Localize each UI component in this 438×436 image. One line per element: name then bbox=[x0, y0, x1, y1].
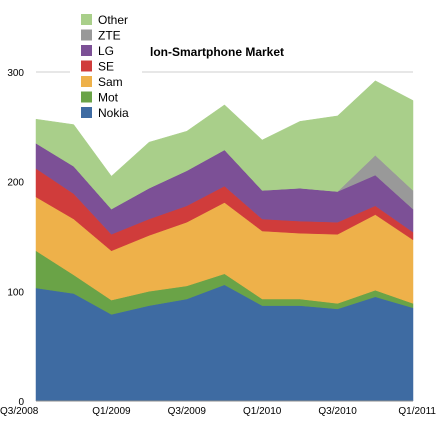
legend-label-nokia: Nokia bbox=[98, 106, 129, 120]
y-tick-label: 0 bbox=[18, 397, 24, 408]
legend-label-zte: ZTE bbox=[98, 29, 121, 43]
axes: 0 100 200 300 Q3/2008 Q1/2009 Q3/2009 Q1/2010 Q3… bbox=[0, 68, 436, 417]
chart-title: lon-Smartphone Market bbox=[150, 45, 284, 59]
legend-swatch-se bbox=[81, 60, 92, 72]
legend-label-se: SE bbox=[98, 60, 114, 74]
legend-swatch-zte bbox=[81, 29, 92, 41]
y-tick-label: 200 bbox=[7, 178, 24, 189]
area-other bbox=[35, 80, 414, 210]
y-tick-label: 100 bbox=[7, 287, 24, 298]
legend-swatch-nokia bbox=[81, 107, 92, 118]
x-tick-label: Q1/2011 bbox=[398, 406, 436, 417]
legend-label-mot: Mot bbox=[98, 91, 119, 105]
legend-swatch-lg bbox=[81, 45, 92, 56]
legend-label-lg: LG bbox=[98, 44, 114, 58]
x-tick-label: Q3/2008 bbox=[0, 406, 39, 417]
y-tick-label: 300 bbox=[7, 68, 24, 79]
x-tick-label: Q1/2009 bbox=[92, 406, 131, 417]
legend-swatch-other bbox=[81, 14, 92, 25]
x-tick-label: Q3/2010 bbox=[318, 406, 357, 417]
legend-swatch-mot bbox=[81, 91, 92, 103]
legend-swatch-sam bbox=[81, 76, 92, 87]
x-tick-label: Q1/2010 bbox=[243, 406, 282, 417]
legend-label-sam: Sam bbox=[98, 75, 123, 89]
legend-label-other: Other bbox=[98, 13, 128, 27]
x-tick-label: Q3/2009 bbox=[168, 406, 207, 417]
plot-area bbox=[35, 80, 414, 402]
